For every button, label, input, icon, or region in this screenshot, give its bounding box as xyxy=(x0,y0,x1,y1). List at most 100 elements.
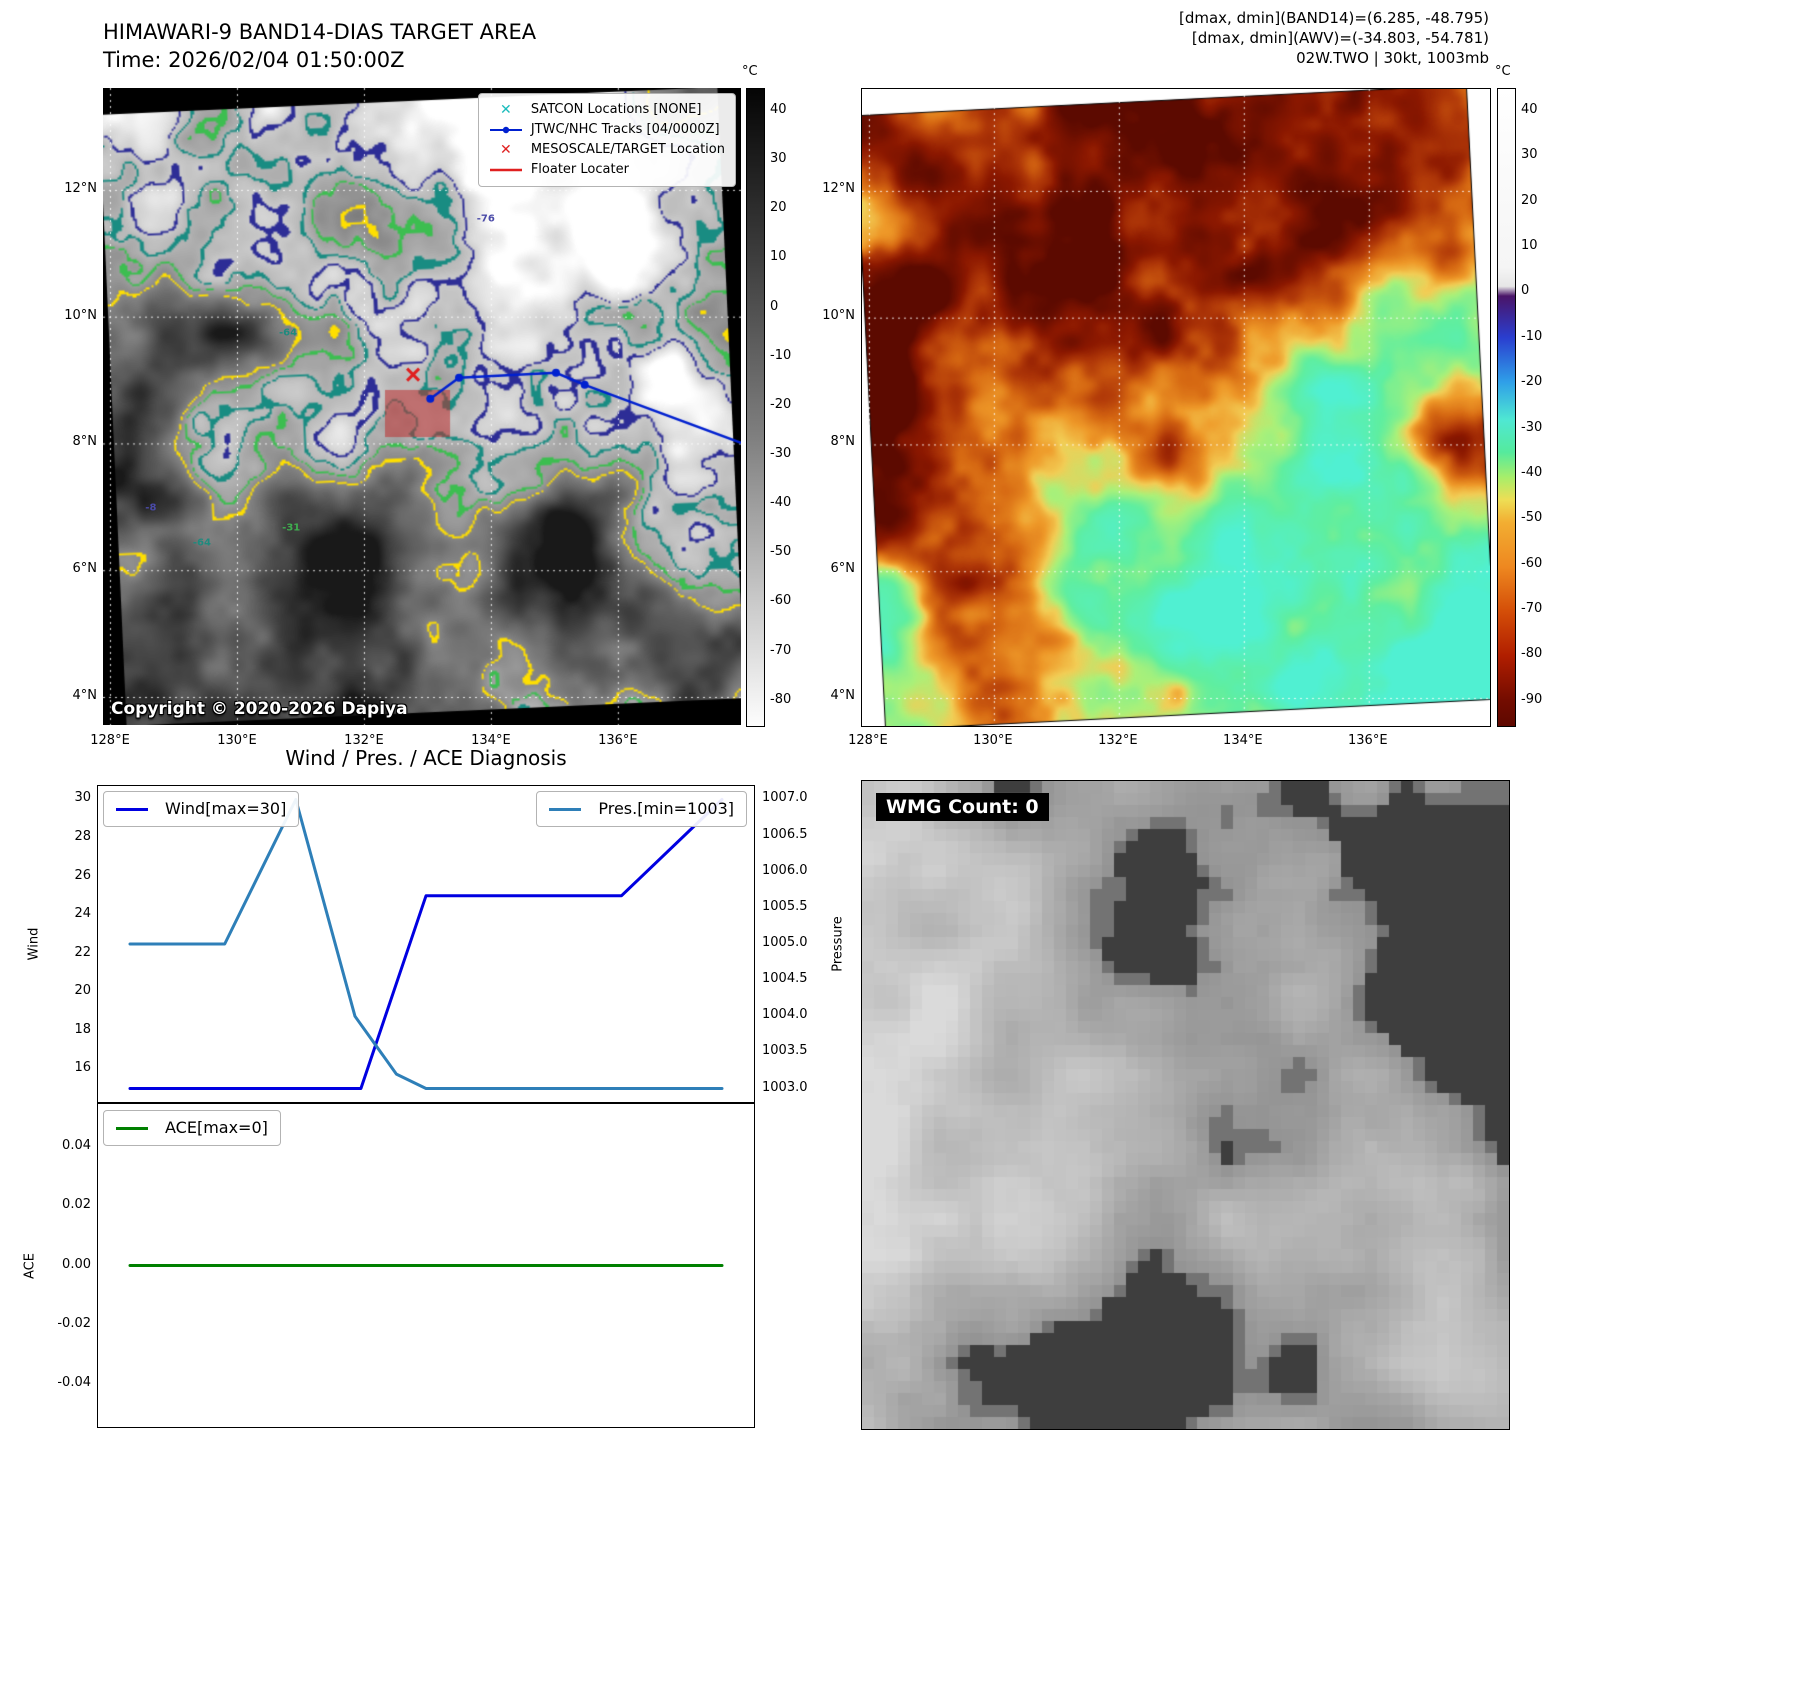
wind-legend-label: Wind[max=30] xyxy=(165,799,287,818)
lon-tick-label: 136°E xyxy=(598,733,638,748)
ace-chart xyxy=(97,1103,755,1428)
contour-value-label: -76 xyxy=(476,213,495,225)
lon-tick-label: 130°E xyxy=(217,733,257,748)
lon-tick-label: 128°E xyxy=(90,733,130,748)
axis-tick-label: 26 xyxy=(74,867,91,883)
colorbar-tick-label: -40 xyxy=(770,495,792,511)
ace-legend-label: ACE[max=0] xyxy=(165,1118,268,1137)
wmg-count-label: WMG Count: 0 xyxy=(876,793,1049,821)
axis-tick-label: 0.02 xyxy=(62,1197,91,1213)
axis-tick-label: -0.04 xyxy=(57,1374,91,1390)
colorbar-tick-label: 10 xyxy=(1521,238,1538,254)
wind-line-swatch xyxy=(116,807,148,811)
storm-id-intensity-label: 02W.TWO | 30kt, 1003mb xyxy=(1296,49,1489,67)
pressure-legend: Pres.[min=1003] xyxy=(536,791,747,827)
colorbar-tick-label: -50 xyxy=(770,544,792,560)
awv-map xyxy=(861,88,1491,727)
colorbar-tick-label: 20 xyxy=(770,200,787,216)
legend-row-satcon: ✕ SATCON Locations [NONE] xyxy=(489,100,725,120)
band14-satellite-canvas xyxy=(103,88,741,725)
legend-row-floater: Floater Locater xyxy=(489,160,725,180)
axis-tick-label: 0.04 xyxy=(62,1138,91,1154)
wind-pressure-chart xyxy=(97,785,755,1103)
pressure-legend-row: Pres.[min=1003] xyxy=(549,799,734,819)
lat-tick-label: 10°N xyxy=(822,307,855,323)
contour-value-label: -8 xyxy=(145,502,157,514)
axis-tick-label: 24 xyxy=(74,906,91,922)
band14-colorbar xyxy=(746,88,765,727)
axis-tick-label: 0.00 xyxy=(62,1256,91,1272)
colorbar-tick-label: -90 xyxy=(1521,691,1543,707)
lat-tick-label: 8°N xyxy=(72,434,98,450)
colorbar-tick-label: -70 xyxy=(1521,601,1543,617)
legend-mesoscale-label: MESOSCALE/TARGET Location xyxy=(530,142,725,157)
band14-map: -76 -64 -64 -31 -8 ✕ SATCON Locations [NONE]… xyxy=(103,88,741,725)
colorbar-tick-label: 0 xyxy=(770,298,779,314)
lon-tick-label: 128°E xyxy=(848,733,888,748)
wind-legend-row: Wind[max=30] xyxy=(116,799,286,819)
colorbar-tick-label: 30 xyxy=(1521,147,1538,163)
axis-tick-label: 1005.0 xyxy=(762,935,808,950)
axis-tick-label: 18 xyxy=(74,1021,91,1037)
dmax-dmin-band14-label: [dmax, dmin](BAND14)=(6.285, -48.795) xyxy=(1178,9,1489,27)
axis-tick-label: 30 xyxy=(74,790,91,806)
wmg-pixel-canvas xyxy=(862,781,1509,1429)
ace-axis-label: ACE xyxy=(22,1253,38,1279)
lon-tick-label: 134°E xyxy=(471,733,511,748)
axis-tick-label: 1006.5 xyxy=(762,826,808,842)
lon-tick-label: 130°E xyxy=(973,733,1013,748)
wind-legend: Wind[max=30] xyxy=(103,791,300,827)
colorbar-tick-label: 40 xyxy=(1521,101,1538,117)
axis-tick-label: 1005.5 xyxy=(762,898,808,914)
colorbar-tick-label: -60 xyxy=(770,593,792,609)
lon-tick-label: 136°E xyxy=(1348,733,1388,748)
floater-line-icon xyxy=(489,168,522,172)
pressure-line-swatch xyxy=(549,807,582,811)
colorbar-tick-label: 40 xyxy=(770,101,787,117)
axis-tick-label: 1006.0 xyxy=(762,862,808,878)
colorbar-tick-label: 20 xyxy=(1521,192,1538,208)
lat-tick-label: 12°N xyxy=(64,180,97,196)
ace-legend-row: ACE[max=0] xyxy=(116,1118,268,1138)
lat-tick-label: 12°N xyxy=(822,180,855,196)
track-line-icon xyxy=(489,126,522,134)
ace-line-swatch xyxy=(116,1126,148,1130)
awv-satellite-canvas xyxy=(862,89,1490,726)
colorbar-tick-label: 30 xyxy=(770,151,787,167)
lat-tick-label: 8°N xyxy=(830,434,856,450)
axis-tick-label: 1003.0 xyxy=(762,1079,808,1095)
lon-tick-label: 132°E xyxy=(344,733,384,748)
axis-tick-label: 1003.5 xyxy=(762,1043,808,1059)
contour-value-label: -31 xyxy=(282,522,301,534)
pressure-legend-label: Pres.[min=1003] xyxy=(598,799,734,818)
contour-value-label: -64 xyxy=(192,537,211,549)
copyright-label: Copyright © 2020-2026 Dapiya xyxy=(111,699,408,719)
wmg-map: WMG Count: 0 xyxy=(861,780,1510,1430)
lat-tick-label: 10°N xyxy=(64,307,97,323)
band14-colorbar-unit: °C xyxy=(742,64,758,79)
colorbar-tick-label: 0 xyxy=(1521,283,1530,299)
legend-satcon-label: SATCON Locations [NONE] xyxy=(530,102,702,117)
satcon-marker-icon: ✕ xyxy=(499,102,512,118)
legend-row-mesoscale: ✕ MESOSCALE/TARGET Location xyxy=(489,140,725,160)
colorbar-tick-label: -60 xyxy=(1521,555,1543,571)
colorbar-tick-label: -20 xyxy=(1521,374,1543,390)
contour-value-label: -64 xyxy=(278,327,298,339)
pressure-axis-label: Pressure xyxy=(830,916,846,972)
legend-floater-label: Floater Locater xyxy=(530,162,629,177)
colorbar-tick-label: -80 xyxy=(770,691,792,707)
lon-tick-label: 132°E xyxy=(1098,733,1138,748)
mesoscale-marker-icon: ✕ xyxy=(499,142,512,158)
colorbar-tick-label: -50 xyxy=(1521,510,1543,526)
axis-tick-label: 1004.5 xyxy=(762,971,808,987)
colorbar-tick-label: -10 xyxy=(770,347,792,363)
axis-tick-label: 1007.0 xyxy=(762,790,808,806)
axis-tick-label: 20 xyxy=(74,983,91,999)
wind-axis-label: Wind xyxy=(26,927,42,961)
colorbar-tick-label: -40 xyxy=(1521,464,1543,480)
axis-tick-label: 22 xyxy=(74,944,91,960)
colorbar-tick-label: -30 xyxy=(770,446,792,462)
lat-tick-label: 4°N xyxy=(830,687,856,703)
legend-tracks-label: JTWC/NHC Tracks [04/0000Z] xyxy=(530,122,720,137)
